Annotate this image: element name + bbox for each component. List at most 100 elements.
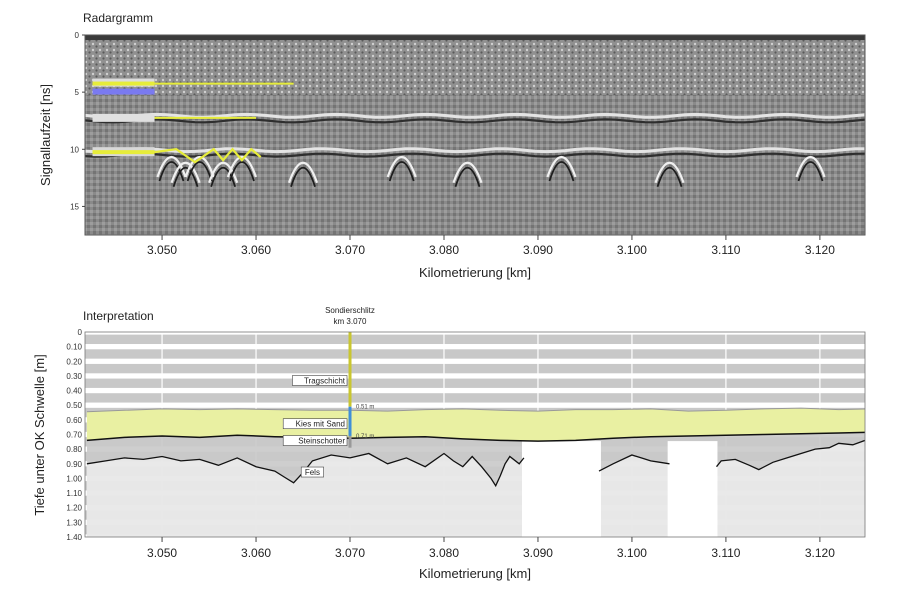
radargram-x-tick-label: 3.110 bbox=[711, 243, 740, 257]
layer-label-box bbox=[282, 435, 348, 446]
boundary-tragschicht-bottom bbox=[715, 439, 865, 471]
interpretation-y-tick-label: 0 bbox=[78, 328, 83, 337]
hyperbola-light bbox=[546, 156, 577, 178]
radargram-x-tick-label: 3.060 bbox=[241, 243, 271, 257]
no-data-gap bbox=[521, 441, 601, 537]
radargram-y-tick-label: 10 bbox=[70, 145, 79, 154]
hyperbola-light bbox=[184, 156, 215, 178]
interpretation-y-tick-label: 0.50 bbox=[66, 401, 82, 410]
grid-band bbox=[85, 393, 865, 403]
pick-zigzag-lower bbox=[154, 147, 262, 164]
borehole-segment-middle bbox=[348, 406, 352, 436]
hyperbola-dark bbox=[186, 161, 213, 182]
interpretation-frame bbox=[84, 331, 866, 538]
hyperbola-light bbox=[226, 156, 257, 178]
layer-fels bbox=[599, 455, 670, 537]
hyperbola-dark bbox=[656, 166, 683, 187]
layer-label: Fels bbox=[305, 468, 320, 477]
layer-label-box bbox=[300, 466, 324, 478]
hyperbola-light bbox=[208, 161, 239, 184]
hyperbola-light bbox=[386, 156, 417, 178]
grid-band bbox=[85, 378, 865, 388]
borehole-depth-label: 0.71 m bbox=[356, 434, 374, 440]
interpretation-y-tick-label: 0.90 bbox=[66, 460, 82, 469]
interpretation-xlabel: Kilometrierung [km] bbox=[419, 566, 531, 581]
pick-bar-middle-white bbox=[92, 113, 155, 122]
interpretation-ylabel: Tiefe unter OK Schwelle [m] bbox=[32, 354, 47, 515]
pick-bar-lower-yellow bbox=[92, 150, 155, 155]
borehole-segment-lower bbox=[348, 435, 352, 448]
hyperbola-light bbox=[287, 161, 319, 184]
hyperbola-dark bbox=[797, 161, 824, 182]
layer-label-box bbox=[292, 375, 348, 386]
interpretation-title: Interpretation bbox=[83, 309, 154, 323]
interpretation-x-tick-label: 3.050 bbox=[147, 546, 177, 560]
hyperbola-light bbox=[452, 161, 483, 184]
boundary-kies-top bbox=[86, 407, 865, 413]
grid-band bbox=[85, 349, 865, 359]
interpretation-y-tick-label: 1.20 bbox=[66, 504, 82, 513]
radargram-x-tick-label: 3.090 bbox=[523, 243, 553, 257]
boundary-tragschicht-bottom bbox=[598, 454, 670, 472]
boundary-kies-bottom bbox=[86, 431, 865, 442]
interpretation-x-tick-label: 3.090 bbox=[523, 546, 553, 560]
borehole-segment-upper bbox=[348, 332, 352, 407]
reflector-lower-dark bbox=[85, 152, 865, 158]
radargram-ylabel: Signallaufzeit [ns] bbox=[38, 84, 53, 186]
interpretation-x-tick-label: 3.100 bbox=[617, 546, 647, 560]
radargram-y-tick-label: 5 bbox=[75, 88, 80, 97]
boundary-tragschicht-bottom bbox=[86, 452, 525, 488]
pick-bar-upper-yellow bbox=[92, 81, 155, 86]
radargram-surface-band bbox=[85, 35, 865, 95]
interpretation-y-tick-label: 0.80 bbox=[66, 445, 82, 454]
interpretation-x-tick-label: 3.060 bbox=[241, 546, 271, 560]
interpretation-x-tick-label: 3.070 bbox=[335, 546, 365, 560]
hyperbola-dark bbox=[548, 161, 575, 182]
layer-label: Steinschotter bbox=[298, 437, 345, 446]
interpretation-y-tick-label: 1.30 bbox=[66, 518, 82, 527]
hyperbola-light bbox=[156, 156, 187, 178]
interpretation-y-tick-label: 0.70 bbox=[66, 431, 82, 440]
interpretation-x-tick-label: 3.080 bbox=[429, 546, 459, 560]
interpretation-y-tick-label: 0.30 bbox=[66, 372, 82, 381]
interpretation-y-tick-label: 1.00 bbox=[66, 474, 82, 483]
hyperbola-dark bbox=[210, 166, 237, 187]
hyperbola-dark bbox=[158, 161, 185, 182]
interpretation-y-tick-label: 0.40 bbox=[66, 387, 82, 396]
radargram-x-tick-label: 3.100 bbox=[617, 243, 647, 257]
interpretation-y-tick-label: 0.10 bbox=[66, 343, 82, 352]
interpretation-x-tick-label: 3.110 bbox=[711, 546, 740, 560]
radargram-frame bbox=[84, 34, 866, 236]
radargram-x-tick-label: 3.120 bbox=[805, 243, 835, 257]
hyperbola-light bbox=[170, 161, 201, 184]
borehole-sublabel: km 3.070 bbox=[334, 317, 367, 326]
layer-label: Tragschicht bbox=[304, 377, 346, 386]
interpretation-x-tick-label: 3.120 bbox=[805, 546, 835, 560]
pick-bar-upper-blue bbox=[92, 88, 155, 95]
layer-fels bbox=[86, 453, 524, 537]
interpretation-y-tick-label: 1.40 bbox=[66, 533, 82, 542]
radargram-title: Radargramm bbox=[83, 11, 153, 25]
hyperbola-dark bbox=[388, 161, 415, 182]
radargram-y-tick-label: 15 bbox=[70, 202, 79, 211]
radargram-top-edge bbox=[85, 35, 865, 40]
grid-band bbox=[85, 334, 865, 345]
radargram-x-tick-label: 3.080 bbox=[429, 243, 459, 257]
hyperbola-dark bbox=[229, 161, 255, 182]
radargram-xlabel: Kilometrierung [km] bbox=[419, 265, 531, 280]
interpretation-plot bbox=[85, 332, 865, 537]
hyperbola-light bbox=[654, 161, 685, 184]
hyperbola-dark bbox=[172, 166, 199, 187]
hyperbola-light bbox=[795, 156, 826, 178]
layer-kies-mit-sand bbox=[86, 408, 865, 442]
hyperbola-dark bbox=[454, 166, 481, 187]
radargram-x-tick-label: 3.050 bbox=[147, 243, 177, 257]
interpretation-y-tick-label: 0.60 bbox=[66, 416, 82, 425]
radargram-x-tick-label: 3.070 bbox=[335, 243, 365, 257]
layer-fels bbox=[716, 440, 865, 537]
layer-label-box bbox=[282, 418, 348, 430]
reflector-upper-light bbox=[85, 112, 865, 119]
grid-band bbox=[85, 363, 865, 374]
hyperbola-dark bbox=[290, 166, 316, 187]
